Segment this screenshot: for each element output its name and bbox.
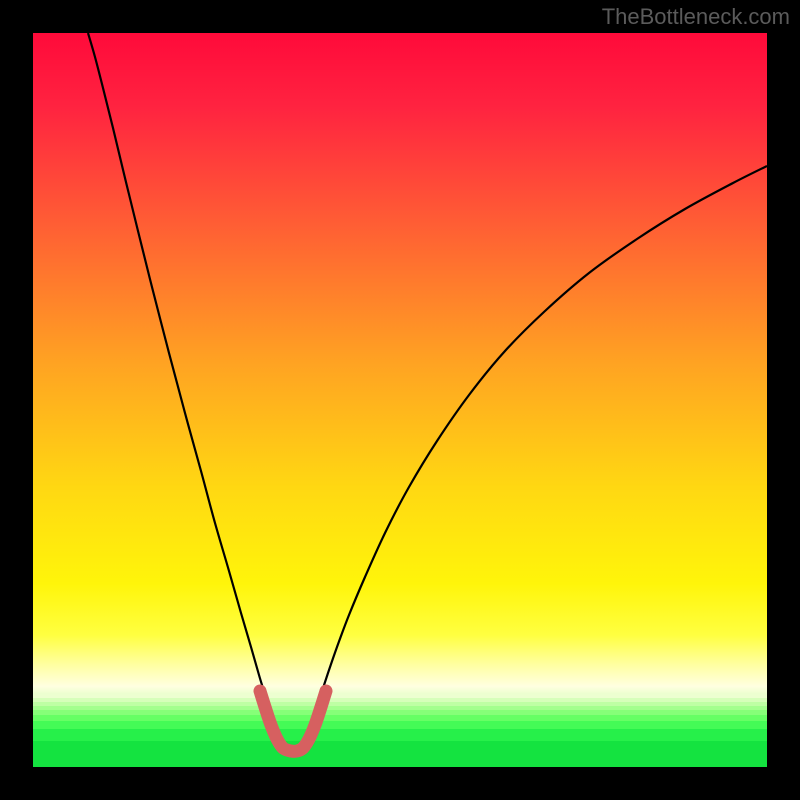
watermark-text: TheBottleneck.com [602, 4, 790, 30]
chart-container: TheBottleneck.com [0, 0, 800, 800]
bottleneck-curve [33, 33, 767, 767]
curve-left-branch [88, 33, 278, 744]
curve-right-branch [308, 166, 767, 744]
bottom-u-marker [260, 691, 326, 751]
plot-area [33, 33, 767, 767]
